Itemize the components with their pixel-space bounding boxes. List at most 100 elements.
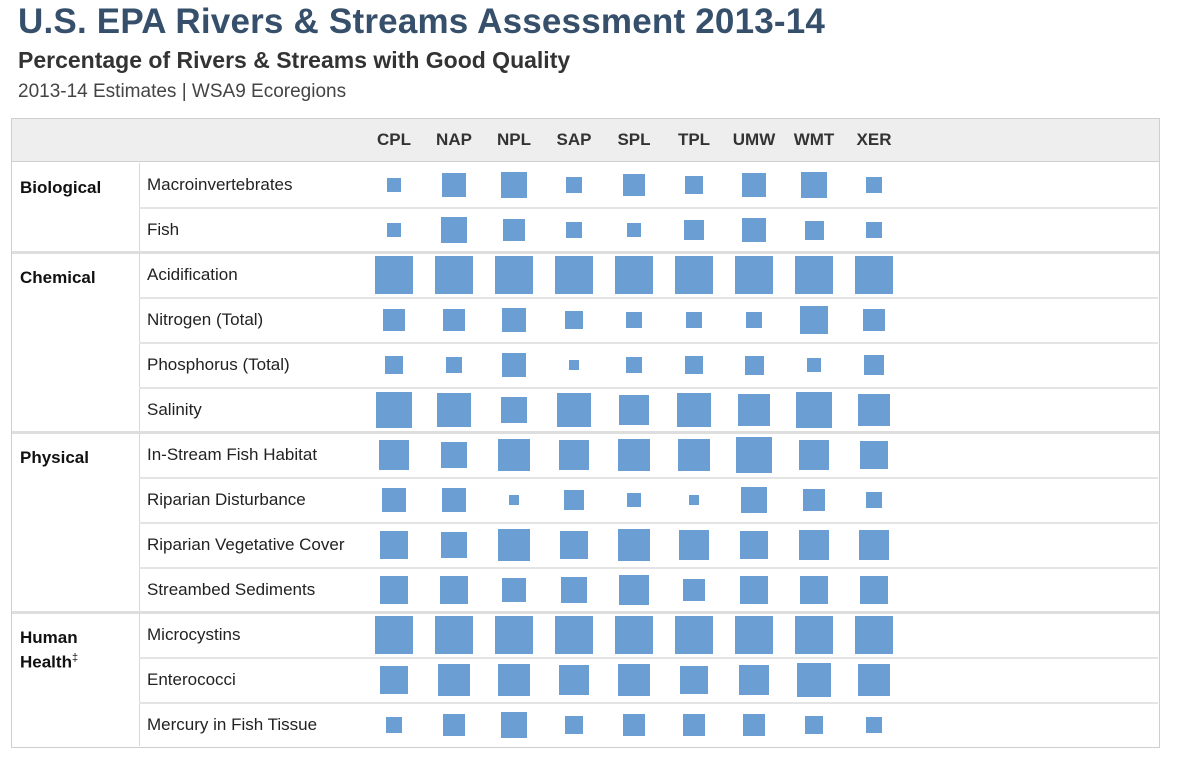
value-square-spl	[618, 394, 650, 426]
value-square-spl	[617, 438, 651, 472]
value-square-cpl	[379, 665, 409, 695]
row-divider	[139, 657, 1158, 659]
value-square-cpl	[383, 309, 405, 331]
value-square-tpl	[684, 220, 704, 240]
group-label-biological: Biological	[20, 178, 102, 197]
value-square-wmt	[806, 357, 822, 373]
value-square-sap	[557, 393, 591, 427]
value-square-cpl	[386, 177, 402, 193]
value-square-xer	[858, 394, 890, 426]
column-header-bar	[11, 118, 1160, 162]
value-square-nap	[438, 664, 470, 696]
value-square-xer	[859, 440, 889, 470]
value-square-umw	[739, 575, 769, 605]
column-header-npl: NPL	[497, 130, 531, 149]
value-square-wmt	[800, 576, 828, 604]
value-square-xer	[866, 222, 882, 238]
group-label-physical: Physical	[20, 448, 89, 467]
row-divider	[139, 702, 1158, 704]
value-square-nap	[446, 357, 462, 373]
value-square-xer	[864, 355, 884, 375]
value-square-sap	[565, 176, 583, 194]
row-label: Salinity	[147, 400, 202, 419]
row-label: Nitrogen (Total)	[147, 310, 264, 329]
value-square-spl	[625, 356, 643, 374]
group-label-chemical: Chemical	[20, 268, 96, 287]
group-divider	[12, 251, 1159, 254]
value-square-cpl	[380, 576, 408, 604]
value-square-cpl	[386, 717, 402, 733]
value-square-npl	[508, 494, 520, 506]
value-square-spl	[626, 222, 642, 238]
value-square-wmt	[797, 663, 831, 697]
value-square-cpl	[375, 256, 413, 294]
value-square-sap	[559, 665, 589, 695]
value-square-nap	[435, 616, 473, 654]
value-square-sap	[564, 490, 584, 510]
value-square-umw	[739, 530, 769, 560]
row-divider	[139, 387, 1158, 389]
row-label: Enterococci	[147, 670, 236, 689]
column-header-wmt: WMT	[793, 130, 835, 149]
group-divider	[12, 611, 1159, 614]
value-square-spl	[617, 528, 651, 562]
estimates-caption: 2013-14 Estimates | WSA9 Ecoregions	[18, 81, 347, 102]
value-square-xer	[859, 530, 889, 560]
value-square-xer	[865, 176, 883, 194]
value-square-cpl	[382, 488, 406, 512]
value-square-tpl	[675, 616, 713, 654]
row-divider	[139, 207, 1158, 209]
group-divider	[12, 431, 1159, 434]
value-square-sap	[565, 716, 583, 734]
value-square-wmt	[799, 530, 829, 560]
value-square-tpl	[688, 494, 700, 506]
value-square-umw	[740, 486, 768, 514]
row-divider	[139, 522, 1158, 524]
value-square-wmt	[804, 220, 824, 240]
value-square-tpl	[683, 579, 705, 601]
value-square-umw	[745, 311, 763, 329]
value-square-wmt	[799, 440, 829, 470]
value-square-sap	[559, 440, 589, 470]
column-header-tpl: TPL	[677, 130, 711, 149]
value-square-tpl	[682, 713, 706, 737]
value-square-spl	[623, 174, 645, 196]
value-square-tpl	[685, 311, 703, 329]
value-square-wmt	[795, 616, 833, 654]
value-square-spl	[618, 664, 650, 696]
label-divider	[139, 613, 140, 746]
value-square-nap	[442, 308, 466, 332]
value-square-umw	[742, 218, 766, 242]
value-square-umw	[735, 436, 773, 474]
value-square-npl	[498, 439, 530, 471]
value-square-sap	[565, 311, 583, 329]
value-square-spl	[626, 492, 642, 508]
column-header-xer: XER	[856, 130, 892, 149]
value-square-xer	[857, 663, 891, 697]
row-label: Fish	[147, 220, 180, 239]
value-square-umw	[742, 173, 766, 197]
value-square-xer	[855, 256, 893, 294]
value-square-xer	[865, 716, 883, 734]
value-square-wmt	[805, 716, 823, 734]
page-subtitle: Percentage of Rivers & Streams with Good…	[18, 47, 571, 73]
page-title: U.S. EPA Rivers & Streams Assessment 201…	[18, 2, 826, 41]
value-square-tpl	[675, 256, 713, 294]
value-square-cpl	[375, 616, 413, 654]
row-label: Acidification	[147, 265, 238, 284]
value-square-spl	[623, 714, 645, 736]
value-square-spl	[615, 616, 653, 654]
value-square-nap	[436, 392, 472, 428]
row-label: Riparian Vegetative Cover	[147, 535, 345, 554]
value-square-nap	[440, 576, 468, 604]
value-square-tpl	[685, 356, 703, 374]
value-square-nap	[440, 531, 468, 559]
row-divider	[139, 567, 1158, 569]
row-label: Riparian Disturbance	[147, 490, 306, 509]
value-square-npl	[497, 663, 531, 697]
value-square-npl	[502, 578, 526, 602]
value-square-sap	[555, 616, 593, 654]
column-header-sap: SAP	[556, 130, 592, 149]
value-square-spl	[615, 256, 653, 294]
value-square-npl	[498, 529, 530, 561]
